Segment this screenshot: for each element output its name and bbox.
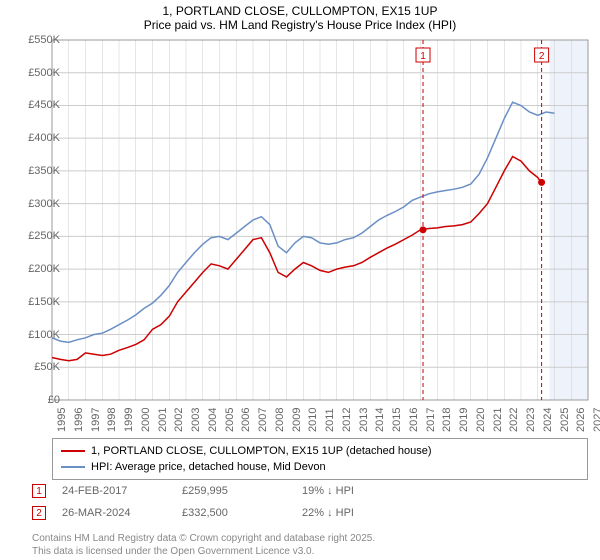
legend-item-series1: 1, PORTLAND CLOSE, CULLOMPTON, EX15 1UP … [61, 443, 579, 459]
y-tick-label: £500K [28, 67, 60, 79]
sale-marker-1: 1 [32, 484, 46, 498]
x-tick-label: 2000 [140, 408, 152, 432]
x-tick-label: 2017 [425, 408, 437, 432]
sale-date-1: 24-FEB-2017 [62, 485, 182, 497]
x-tick-label: 2006 [240, 408, 252, 432]
footer-line-1: Contains HM Land Registry data © Crown c… [32, 532, 375, 545]
y-tick-label: £100K [28, 329, 60, 341]
sale-row-2: 2 26-MAR-2024 £332,500 22% ↓ HPI [32, 506, 422, 520]
x-tick-label: 2027 [592, 408, 600, 432]
footer-line-2: This data is licensed under the Open Gov… [32, 545, 375, 558]
x-tick-label: 2020 [475, 408, 487, 432]
sale-marker-2: 2 [32, 506, 46, 520]
x-tick-label: 2015 [391, 408, 403, 432]
x-tick-label: 2009 [291, 408, 303, 432]
plot-area: 12 [52, 40, 588, 400]
x-tick-label: 2004 [207, 408, 219, 432]
x-tick-label: 1997 [90, 408, 102, 432]
y-tick-label: £300K [28, 198, 60, 210]
svg-text:2: 2 [539, 51, 545, 62]
x-tick-label: 1995 [56, 408, 68, 432]
y-tick-label: £250K [28, 230, 60, 242]
x-tick-label: 2011 [324, 408, 336, 432]
x-tick-label: 2025 [559, 408, 571, 432]
x-tick-label: 2018 [441, 408, 453, 432]
sale-price-2: £332,500 [182, 507, 302, 519]
legend-label-1: 1, PORTLAND CLOSE, CULLOMPTON, EX15 1UP … [91, 443, 432, 459]
x-tick-label: 2019 [458, 408, 470, 432]
x-tick-label: 2005 [224, 408, 236, 432]
x-tick-label: 2002 [173, 408, 185, 432]
y-tick-label: £350K [28, 165, 60, 177]
legend: 1, PORTLAND CLOSE, CULLOMPTON, EX15 1UP … [52, 438, 588, 480]
x-tick-label: 2010 [307, 408, 319, 432]
x-tick-label: 2013 [358, 408, 370, 432]
chart-title: 1, PORTLAND CLOSE, CULLOMPTON, EX15 1UP [0, 0, 600, 18]
y-tick-label: £550K [28, 34, 60, 46]
sale-date-2: 26-MAR-2024 [62, 507, 182, 519]
x-tick-label: 1999 [123, 408, 135, 432]
x-tick-label: 2023 [525, 408, 537, 432]
legend-label-2: HPI: Average price, detached house, Mid … [91, 459, 326, 475]
svg-text:1: 1 [420, 51, 426, 62]
legend-item-series2: HPI: Average price, detached house, Mid … [61, 459, 579, 475]
sale-delta-2: 22% ↓ HPI [302, 507, 422, 519]
legend-swatch-2 [61, 466, 85, 468]
x-tick-label: 2007 [257, 408, 269, 432]
y-tick-label: £50K [34, 361, 60, 373]
x-tick-label: 2012 [341, 408, 353, 432]
y-tick-label: £400K [28, 132, 60, 144]
y-tick-label: £150K [28, 296, 60, 308]
x-tick-label: 2008 [274, 408, 286, 432]
y-tick-label: £0 [48, 394, 60, 406]
sale-row-1: 1 24-FEB-2017 £259,995 19% ↓ HPI [32, 484, 422, 498]
sale-delta-1: 19% ↓ HPI [302, 485, 422, 497]
x-tick-label: 2016 [408, 408, 420, 432]
footer: Contains HM Land Registry data © Crown c… [32, 532, 375, 558]
x-tick-label: 2014 [374, 408, 386, 432]
x-tick-label: 2001 [157, 408, 169, 432]
y-tick-label: £450K [28, 99, 60, 111]
x-tick-label: 2026 [575, 408, 587, 432]
x-tick-label: 1998 [106, 408, 118, 432]
y-tick-label: £200K [28, 263, 60, 275]
chart-subtitle: Price paid vs. HM Land Registry's House … [0, 18, 600, 34]
x-tick-label: 2022 [508, 408, 520, 432]
x-tick-label: 1996 [73, 408, 85, 432]
legend-swatch-1 [61, 450, 85, 452]
sale-price-1: £259,995 [182, 485, 302, 497]
x-tick-label: 2021 [492, 408, 504, 432]
x-tick-label: 2024 [542, 408, 554, 432]
chart-svg: 12 [52, 40, 588, 400]
x-tick-label: 2003 [190, 408, 202, 432]
